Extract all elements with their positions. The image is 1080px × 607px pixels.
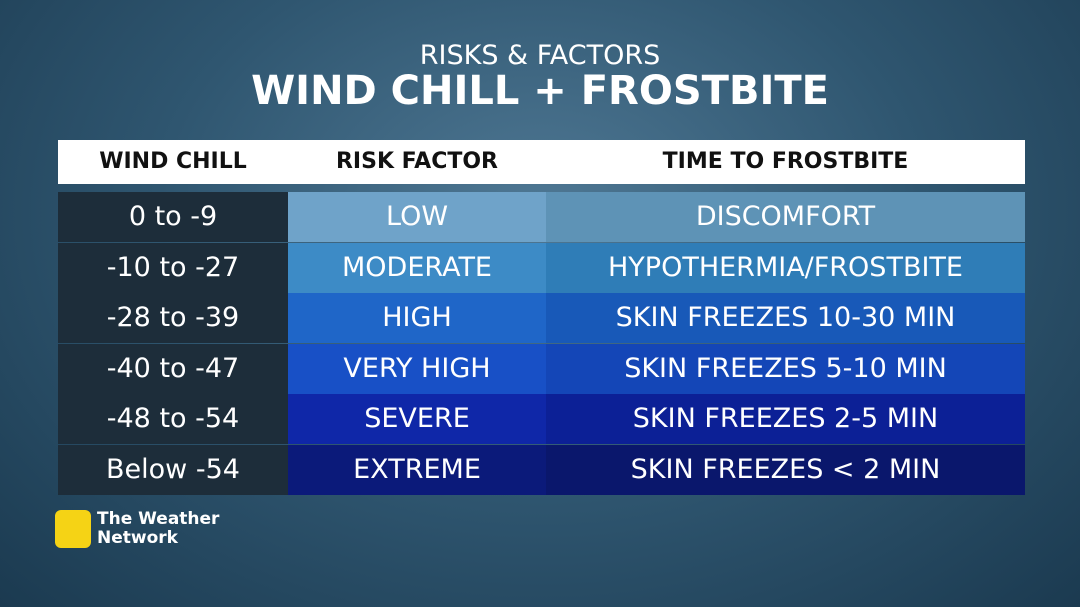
table-cell: EXTREME	[288, 444, 546, 495]
table-cell: -10 to -27	[58, 242, 288, 293]
column-header: TIME TO FROSTBITE	[662, 149, 909, 174]
logo-text: The Weather Network	[97, 510, 219, 548]
table-cell: SKIN FREEZES < 2 MIN	[546, 444, 1025, 495]
table-row: -28 to -39 HIGH SKIN FREEZES 10-30 MIN	[58, 293, 1025, 343]
table-cell: HYPOTHERMIA/FROSTBITE	[546, 242, 1025, 293]
table-row: Below -54 EXTREME SKIN FREEZES < 2 MIN	[58, 444, 1025, 495]
table-cell: MODERATE	[288, 242, 546, 293]
table-cell: SKIN FREEZES 5-10 MIN	[546, 343, 1025, 394]
table-cell: VERY HIGH	[288, 343, 546, 394]
table-cell: -40 to -47	[58, 343, 288, 394]
table-cell: LOW	[288, 192, 546, 242]
logo-icon	[55, 510, 91, 548]
logo-line: The Weather	[97, 509, 220, 529]
table-cell: -28 to -39	[58, 293, 288, 343]
table-cell: SEVERE	[288, 394, 546, 444]
table-cell: 0 to -9	[58, 192, 288, 242]
table-cell: SKIN FREEZES 10-30 MIN	[546, 293, 1025, 343]
table-cell: DISCOMFORT	[546, 192, 1025, 242]
table-cell: SKIN FREEZES 2-5 MIN	[546, 394, 1025, 444]
logo-line: Network	[97, 528, 178, 548]
column-header: RISK FACTOR	[335, 149, 498, 174]
table-cell: Below -54	[58, 444, 288, 495]
column-header: WIND CHILL	[99, 149, 247, 174]
table-row: -10 to -27 MODERATE HYPOTHERMIA/FROSTBITE	[58, 242, 1025, 293]
title: WIND CHILL + FROSTBITE	[251, 68, 829, 114]
table-cell: -48 to -54	[58, 394, 288, 444]
subtitle: RISKS & FACTORS	[419, 40, 661, 71]
table-header: WIND CHILL RISK FACTOR TIME TO FROSTBITE	[58, 140, 1025, 184]
table-cell: HIGH	[288, 293, 546, 343]
table-row: 0 to -9 LOW DISCOMFORT	[58, 192, 1025, 242]
table-row: -40 to -47 VERY HIGH SKIN FREEZES 5-10 MIN	[58, 343, 1025, 394]
table-row: -48 to -54 SEVERE SKIN FREEZES 2-5 MIN	[58, 394, 1025, 444]
